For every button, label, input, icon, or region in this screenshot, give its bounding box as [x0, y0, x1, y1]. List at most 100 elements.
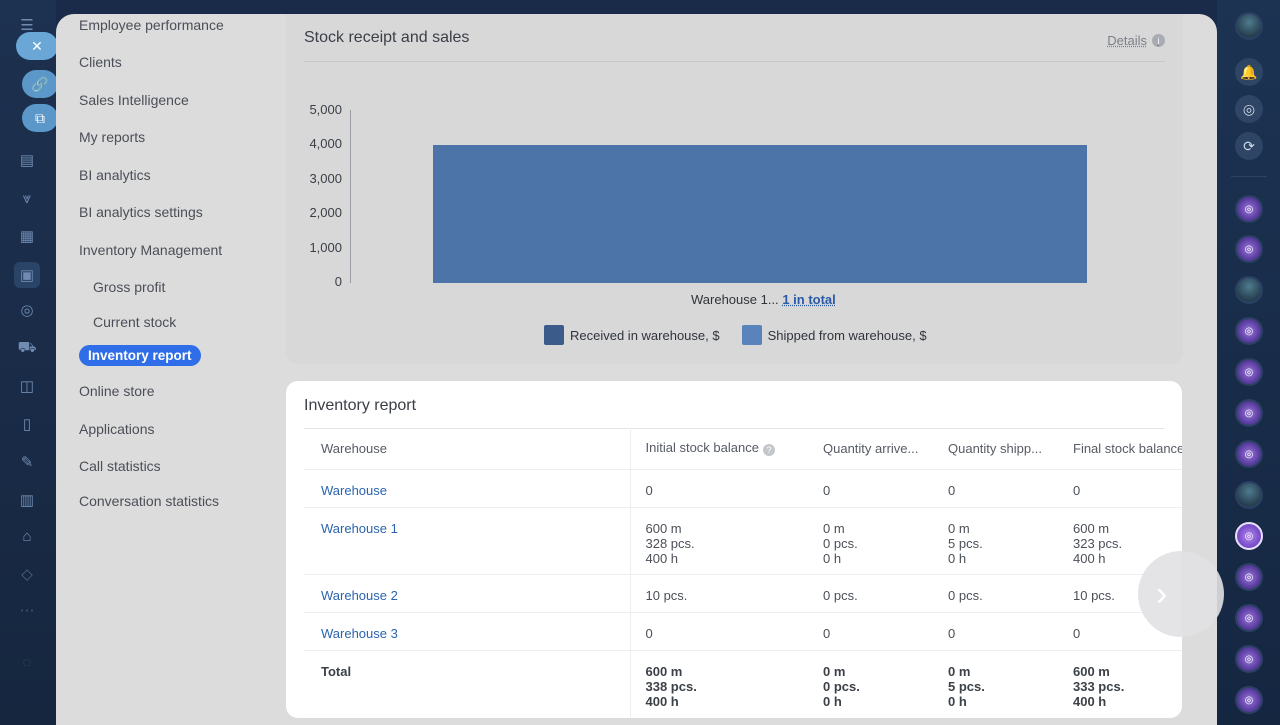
user-avatar[interactable]	[1235, 12, 1263, 40]
inventory-icon[interactable]: ▣	[14, 262, 40, 288]
chat-sync-icon[interactable]: ⟳	[1235, 132, 1263, 160]
cell-value: 0	[948, 482, 956, 498]
chat-avatar-7[interactable]: ◎	[1235, 440, 1263, 468]
table-cell: 0	[808, 469, 933, 508]
cell-value: 0 m	[823, 520, 845, 536]
chat-avatar-2[interactable]: ◎	[1235, 235, 1263, 263]
cell-value: 0	[645, 625, 653, 641]
analytics-slider-panel: Employee performance Clients Sales Intel…	[56, 14, 1217, 725]
feed-icon[interactable]: ▤	[19, 152, 35, 169]
inventory-table: Warehouse Initial stock balance? Quantit…	[304, 428, 1182, 717]
analytics-icon[interactable]: ▥	[19, 492, 35, 509]
table-cell: 0 pcs.	[808, 574, 933, 613]
menu-item-applications[interactable]: Applications	[79, 421, 155, 437]
table-cell: 10 pcs.	[629, 574, 808, 613]
chat-avatar-8[interactable]	[1235, 481, 1263, 509]
cell-value: 0 m	[823, 663, 846, 679]
chat-avatar-10[interactable]: ◎	[1235, 563, 1263, 591]
chat-avatar-12[interactable]: ◎	[1235, 645, 1263, 673]
menu-icon[interactable]: ☰	[20, 17, 34, 34]
copy-link-button[interactable]: 🔗	[22, 70, 58, 98]
legend-item-shipped[interactable]: Shipped from warehouse, $	[741, 325, 927, 345]
chart-title: Stock receipt and sales	[304, 29, 470, 46]
details-link[interactable]: Details i	[1107, 33, 1165, 48]
header-warehouse[interactable]: Warehouse	[304, 428, 630, 470]
close-slider-button[interactable]: ✕	[16, 32, 58, 60]
table-cell: 600 m 328 pcs. 400 h	[629, 507, 808, 575]
chat-avatar-3[interactable]	[1235, 276, 1263, 304]
header-final-stock[interactable]: Final stock balance	[1058, 428, 1182, 470]
warehouse-link[interactable]: Warehouse 2	[304, 574, 630, 613]
settings-icon[interactable]: ◌	[22, 653, 32, 671]
cell-value: 0	[823, 482, 831, 498]
copilot-icon[interactable]: ◎	[1235, 95, 1263, 123]
bell-icon[interactable]: 🔔	[1235, 58, 1263, 86]
menu-item-bi-analytics-settings[interactable]: BI analytics settings	[79, 204, 203, 220]
scroll-right-button[interactable]: ›	[1138, 551, 1224, 637]
menu-item-my-reports[interactable]: My reports	[79, 129, 146, 145]
external-link-icon: ⧉	[35, 109, 45, 126]
chat-avatar-6[interactable]: ◎	[1235, 399, 1263, 427]
cell-value: 333 pcs.	[1073, 678, 1125, 694]
sign-icon[interactable]: ✎	[20, 454, 34, 471]
chat-avatar-1[interactable]: ◎	[1235, 195, 1263, 223]
cell-value: 338 pcs.	[645, 678, 697, 694]
chat-avatar-9[interactable]: ◎	[1235, 522, 1263, 550]
stock-chart-card: Stock receipt and sales Details i 5,000 4…	[286, 14, 1183, 364]
warehouse-link[interactable]: Warehouse 3	[304, 612, 630, 651]
bar-shipped[interactable]	[433, 145, 1087, 283]
in-total-link[interactable]: 1 in total	[782, 292, 836, 307]
menu-item-call-statistics[interactable]: Call statistics	[79, 458, 161, 474]
header-quantity-shipped[interactable]: Quantity shipp...	[933, 428, 1058, 470]
chat-avatar-4[interactable]: ◎	[1235, 317, 1263, 345]
chat-avatar-5[interactable]: ◎	[1235, 358, 1263, 386]
x-axis-label: Warehouse 1... 1 in total	[691, 292, 836, 307]
legend-item-received[interactable]: Received in warehouse, $	[544, 325, 720, 345]
x-axis-category: Warehouse 1...	[691, 292, 779, 307]
menu-item-employee-performance[interactable]: Employee performance	[79, 17, 224, 33]
menu-item-inventory-report[interactable]: Inventory report	[79, 345, 201, 366]
menu-item-clients[interactable]: Clients	[79, 54, 122, 70]
menu-item-conversation-statistics[interactable]: Conversation statistics	[79, 493, 220, 509]
chat-avatar-13[interactable]: ◎	[1235, 686, 1263, 714]
cell-value: 600 m	[645, 520, 682, 536]
header-initial-stock[interactable]: Initial stock balance?	[629, 428, 808, 470]
table-cell: 0	[1058, 469, 1182, 508]
chat-avatar-11[interactable]: ◎	[1235, 604, 1263, 632]
cell-value: 5 pcs.	[948, 535, 983, 551]
cell-value: 400 h	[1073, 550, 1106, 566]
cell-value: 0	[823, 625, 831, 641]
menu-item-gross-profit[interactable]: Gross profit	[93, 279, 166, 295]
cart-icon[interactable]: ⛟	[17, 338, 37, 356]
warehouse-link[interactable]: Warehouse 1	[304, 507, 630, 575]
cell-value: 0 pcs.	[823, 535, 858, 551]
menu-item-bi-analytics[interactable]: BI analytics	[79, 167, 151, 183]
cell-value: 400 h	[645, 550, 679, 566]
target-icon[interactable]: ◎	[20, 302, 34, 319]
cell-value: 0 m	[948, 520, 970, 536]
warehouse-link[interactable]: Warehouse	[304, 469, 630, 508]
help-icon[interactable]: ?	[762, 444, 775, 457]
cell-value: 10 pcs.	[645, 587, 688, 603]
y-tick-label: 0	[334, 274, 342, 289]
header-quantity-arrived[interactable]: Quantity arrive...	[808, 428, 933, 470]
document-icon[interactable]: ▯	[22, 416, 32, 433]
contact-center-icon[interactable]: ◫	[19, 378, 35, 395]
link-icon: 🔗	[31, 75, 49, 92]
menu-item-current-stock[interactable]: Current stock	[93, 314, 177, 330]
chevron-right-icon: ›	[1156, 574, 1168, 613]
open-in-new-tab-button[interactable]: ⧉	[22, 104, 58, 132]
more-icon[interactable]: ⋯	[19, 602, 35, 619]
calendar-icon[interactable]: ▦	[19, 228, 35, 245]
box-icon[interactable]: ◇	[21, 566, 33, 583]
table-cell: 0 pcs.	[933, 574, 1058, 613]
cell-value: 0 pcs.	[823, 587, 858, 603]
funnel-icon[interactable]: ⩔	[22, 189, 32, 207]
left-navigation-rail: ☰ ✕ 🔗 ⧉ ▤ ⩔ ▦ ▣ ◎ ⛟ ◫ ▯ ✎ ▥ ⌂ ◇ ⋯ ◌	[0, 0, 58, 725]
menu-item-sales-intelligence[interactable]: Sales Intelligence	[79, 92, 189, 108]
robot-icon[interactable]: ⌂	[22, 527, 32, 545]
table-cell: 0	[933, 469, 1058, 508]
menu-item-inventory-management[interactable]: Inventory Management	[79, 242, 223, 258]
y-axis-line	[350, 110, 351, 283]
menu-item-online-store[interactable]: Online store	[79, 383, 155, 399]
